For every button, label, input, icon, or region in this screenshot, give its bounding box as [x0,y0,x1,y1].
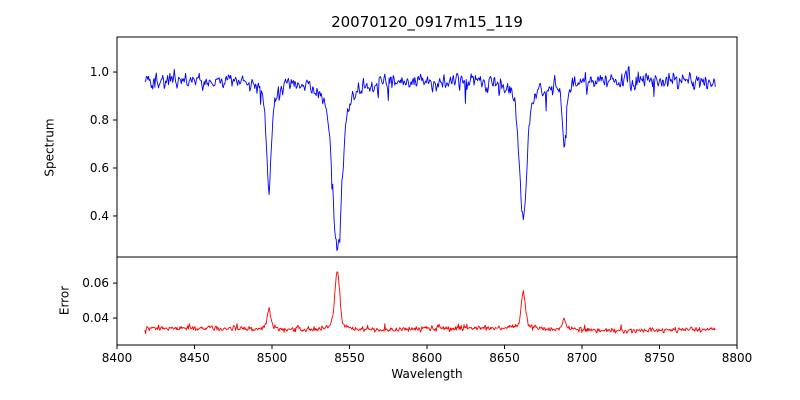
x-tick-label: 8700 [567,351,598,365]
y-tick-label: 0.6 [90,161,109,175]
x-tick-label: 8650 [489,351,520,365]
x-tick-label: 8400 [102,351,133,365]
spectrum-panel-border [116,36,738,258]
x-axis-label: Wavelength [391,367,463,381]
x-tick-label: 8500 [257,351,288,365]
spectrum-line [144,65,716,251]
y-tick-label: 1.0 [90,65,109,79]
x-tick-label: 8450 [179,351,210,365]
y-tick-label: 0.4 [90,209,109,223]
chart-title: 20070120_0917m15_119 [331,13,523,31]
x-tick-label: 8750 [644,351,675,365]
x-tick-label: 8550 [334,351,365,365]
y-tick-label: 0.06 [82,276,109,290]
x-tick-label: 8600 [412,351,443,365]
error-line [144,271,716,335]
error-panel-border [116,256,738,346]
y-tick-label: 0.04 [82,311,109,325]
x-tick-label: 8800 [722,351,753,365]
y-tick-label: 0.8 [90,113,109,127]
